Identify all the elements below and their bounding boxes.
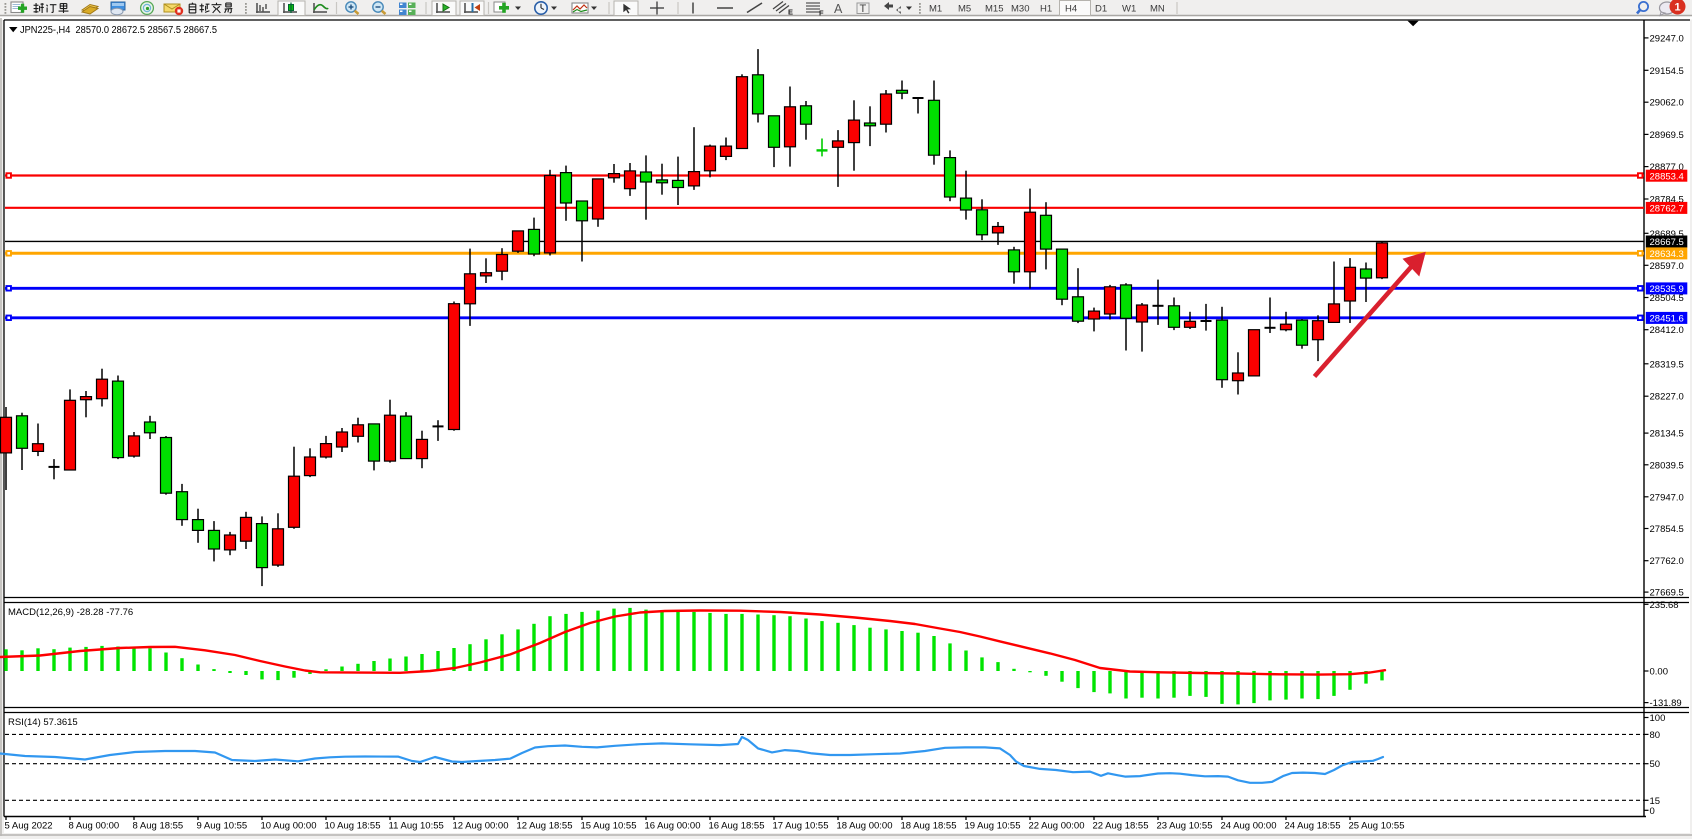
svg-text:18 Aug 18:55: 18 Aug 18:55 bbox=[901, 821, 957, 832]
svg-text:15 Aug 10:55: 15 Aug 10:55 bbox=[581, 821, 637, 832]
svg-text:235.68: 235.68 bbox=[1650, 600, 1679, 611]
svg-text:28504.5: 28504.5 bbox=[1650, 293, 1684, 304]
svg-text:28634.3: 28634.3 bbox=[1650, 249, 1684, 260]
svg-text:29154.5: 29154.5 bbox=[1650, 66, 1684, 77]
svg-text:25 Aug 10:55: 25 Aug 10:55 bbox=[1349, 821, 1405, 832]
svg-text:27669.5: 27669.5 bbox=[1650, 588, 1684, 599]
svg-text:M15: M15 bbox=[985, 4, 1003, 15]
svg-text:27947.0: 27947.0 bbox=[1650, 492, 1684, 503]
svg-text:100: 100 bbox=[1650, 713, 1666, 724]
svg-text:16 Aug 00:00: 16 Aug 00:00 bbox=[645, 821, 701, 832]
svg-text:28039.5: 28039.5 bbox=[1650, 460, 1684, 471]
svg-text:MN: MN bbox=[1150, 4, 1165, 15]
svg-text:A: A bbox=[834, 2, 843, 16]
svg-text:8 Aug 00:00: 8 Aug 00:00 bbox=[69, 821, 120, 832]
svg-text:E: E bbox=[788, 8, 793, 17]
svg-text:18 Aug 00:00: 18 Aug 00:00 bbox=[837, 821, 893, 832]
svg-text:28597.0: 28597.0 bbox=[1650, 261, 1684, 272]
svg-text:D1: D1 bbox=[1095, 4, 1107, 15]
svg-text:11 Aug 10:55: 11 Aug 10:55 bbox=[389, 821, 444, 832]
svg-text:JPN225-,H4 28570.0 28672.5 28: JPN225-,H4 28570.0 28672.5 28567.5 28667… bbox=[20, 25, 217, 36]
svg-text:10 Aug 18:55: 10 Aug 18:55 bbox=[325, 821, 381, 832]
svg-text:28134.5: 28134.5 bbox=[1650, 429, 1684, 440]
svg-text:29062.0: 29062.0 bbox=[1650, 98, 1684, 109]
svg-text:27762.0: 27762.0 bbox=[1650, 556, 1684, 567]
svg-text:28227.0: 28227.0 bbox=[1650, 392, 1684, 403]
svg-text:28319.5: 28319.5 bbox=[1650, 359, 1684, 370]
svg-text:28535.9: 28535.9 bbox=[1650, 284, 1684, 295]
svg-text:8 Aug 18:55: 8 Aug 18:55 bbox=[133, 821, 184, 832]
svg-text:28762.7: 28762.7 bbox=[1650, 204, 1684, 215]
svg-text:22 Aug 18:55: 22 Aug 18:55 bbox=[1093, 821, 1149, 832]
svg-text:22 Aug 00:00: 22 Aug 00:00 bbox=[1029, 821, 1085, 832]
svg-text:9 Aug 10:55: 9 Aug 10:55 bbox=[197, 821, 248, 832]
svg-text:28969.5: 28969.5 bbox=[1650, 130, 1684, 141]
svg-text:T: T bbox=[860, 3, 867, 15]
svg-text:0: 0 bbox=[1650, 806, 1655, 817]
svg-text:H1: H1 bbox=[1040, 4, 1052, 15]
svg-text:19 Aug 10:55: 19 Aug 10:55 bbox=[965, 821, 1021, 832]
svg-text:17 Aug 10:55: 17 Aug 10:55 bbox=[773, 821, 829, 832]
svg-text:F: F bbox=[819, 9, 824, 18]
svg-text:16 Aug 18:55: 16 Aug 18:55 bbox=[709, 821, 765, 832]
svg-text:15: 15 bbox=[1650, 796, 1661, 807]
svg-text:23 Aug 10:55: 23 Aug 10:55 bbox=[1157, 821, 1213, 832]
svg-text:27854.5: 27854.5 bbox=[1650, 524, 1684, 535]
svg-text:1: 1 bbox=[1674, 2, 1680, 14]
svg-text:29247.0: 29247.0 bbox=[1650, 33, 1684, 44]
svg-text:24 Aug 18:55: 24 Aug 18:55 bbox=[1285, 821, 1341, 832]
svg-text:28667.5: 28667.5 bbox=[1650, 237, 1684, 248]
svg-text:80: 80 bbox=[1650, 730, 1661, 741]
svg-text:28412.0: 28412.0 bbox=[1650, 325, 1684, 336]
svg-text:28784.5: 28784.5 bbox=[1650, 195, 1684, 206]
svg-text:RSI(14) 57.3615: RSI(14) 57.3615 bbox=[8, 717, 78, 728]
svg-text:0.00: 0.00 bbox=[1650, 667, 1669, 678]
svg-text:12 Aug 18:55: 12 Aug 18:55 bbox=[517, 821, 573, 832]
svg-text:28877.0: 28877.0 bbox=[1650, 162, 1684, 173]
svg-text:M1: M1 bbox=[929, 4, 942, 15]
svg-text:5 Aug 2022: 5 Aug 2022 bbox=[5, 821, 53, 832]
svg-text:W1: W1 bbox=[1122, 4, 1136, 15]
svg-text:28451.6: 28451.6 bbox=[1650, 314, 1684, 325]
svg-text:M5: M5 bbox=[958, 4, 971, 15]
svg-text:H4: H4 bbox=[1065, 4, 1077, 15]
svg-text:12 Aug 00:00: 12 Aug 00:00 bbox=[453, 821, 509, 832]
svg-text:-131.89: -131.89 bbox=[1650, 698, 1682, 709]
svg-text:28689.5: 28689.5 bbox=[1650, 229, 1684, 240]
svg-text:10 Aug 00:00: 10 Aug 00:00 bbox=[261, 821, 317, 832]
svg-text:24 Aug 00:00: 24 Aug 00:00 bbox=[1221, 821, 1277, 832]
svg-text:MACD(12,26,9) -28.28 -77.76: MACD(12,26,9) -28.28 -77.76 bbox=[8, 607, 133, 618]
svg-text:50: 50 bbox=[1650, 759, 1661, 770]
svg-text:28853.4: 28853.4 bbox=[1650, 171, 1684, 182]
svg-text:M30: M30 bbox=[1011, 4, 1029, 15]
